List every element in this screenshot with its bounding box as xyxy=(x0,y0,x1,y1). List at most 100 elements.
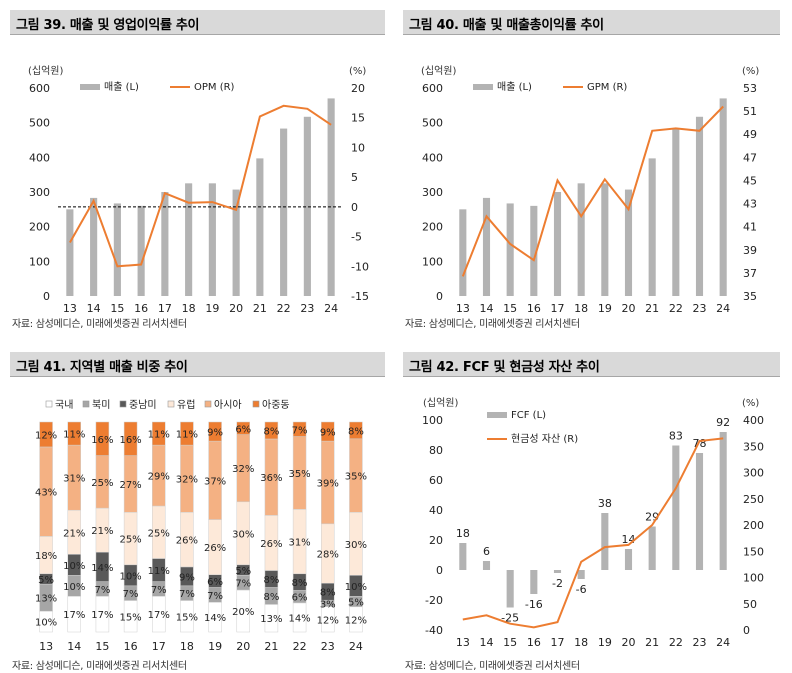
segment-data-label: 17% xyxy=(148,610,170,621)
x-tick-label: 15 xyxy=(503,636,517,649)
segment-data-label: 36% xyxy=(260,473,282,484)
chart-source: 자료: 삼성메디슨, 미래에셋증권 리서치센터 xyxy=(405,661,580,672)
x-tick-label: 24 xyxy=(716,302,730,315)
chart-title: 그림 41. 지역별 매출 비중 추이 xyxy=(16,360,188,375)
x-tick-label: 14 xyxy=(480,636,494,649)
bar-data-label: -16 xyxy=(525,598,543,611)
segment-data-label: 11% xyxy=(176,430,198,441)
bar xyxy=(113,203,121,296)
x-tick-label: 14 xyxy=(480,302,494,315)
left-tick-label: 0 xyxy=(436,564,443,577)
legend-label: 매출 (L) xyxy=(497,81,532,93)
stacked-bar-segment xyxy=(180,421,194,446)
segment-data-label: 11% xyxy=(148,430,170,441)
left-tick-label: 20 xyxy=(429,534,443,547)
right-tick-label: 51 xyxy=(743,105,757,118)
bar xyxy=(553,192,562,296)
left-tick-label: -20 xyxy=(425,594,443,607)
segment-data-label: 39% xyxy=(317,478,339,489)
x-tick-label: 15 xyxy=(110,302,124,315)
segment-data-label: 6% xyxy=(292,593,308,604)
right-tick-label: -15 xyxy=(351,290,369,303)
chart-title-bar: 그림 42. FCF 및 현금성 자산 추이 xyxy=(403,352,780,377)
x-tick-label: 20 xyxy=(229,302,243,315)
x-tick-label: 24 xyxy=(716,636,730,649)
bar xyxy=(459,543,467,570)
chart-title-bar: 그림 40. 매출 및 매출총이익률 추이 xyxy=(403,10,780,35)
bar xyxy=(695,453,704,570)
legend-label: 아시아 xyxy=(214,399,242,411)
right-tick-label: 41 xyxy=(743,221,757,234)
segment-data-label: 14% xyxy=(288,613,310,624)
bar-data-label: 38 xyxy=(598,497,612,510)
segment-data-label: 7% xyxy=(292,425,308,436)
series-line xyxy=(69,104,332,268)
segment-data-label: 6% xyxy=(235,424,251,435)
x-tick-label: 24 xyxy=(324,302,338,315)
legend-swatch xyxy=(119,400,127,408)
chart-title-bar: 그림 39. 매출 및 영업이익률 추이 xyxy=(10,10,385,35)
bar xyxy=(256,158,264,296)
right-axis-unit: (%) xyxy=(742,66,759,77)
right-tick-label: 50 xyxy=(743,598,757,611)
left-tick-label: 80 xyxy=(429,444,443,457)
bar xyxy=(648,526,656,570)
legend-label: 북미 xyxy=(92,399,110,411)
chart-title: 그림 39. 매출 및 영업이익률 추이 xyxy=(16,18,200,33)
segment-data-label: 43% xyxy=(35,488,57,499)
legend-label: 국내 xyxy=(55,399,73,411)
segment-data-label: 13% xyxy=(35,594,57,605)
legend-swatch xyxy=(167,400,175,408)
left-tick-label: 100 xyxy=(422,255,443,268)
right-tick-label: 300 xyxy=(743,467,764,480)
x-tick-label: 13 xyxy=(456,636,470,649)
segment-data-label: 32% xyxy=(176,475,198,486)
right-tick-label: 45 xyxy=(743,174,757,187)
bar xyxy=(601,513,609,570)
bar xyxy=(459,209,467,296)
bar xyxy=(208,183,216,296)
segment-data-label: 26% xyxy=(204,543,226,554)
right-axis-unit: (%) xyxy=(349,66,366,77)
x-tick-label: 18 xyxy=(182,302,196,315)
bar xyxy=(530,570,538,594)
segment-data-label: 10% xyxy=(35,618,57,629)
x-tick-label: 15 xyxy=(503,302,517,315)
x-tick-label: 23 xyxy=(300,302,314,315)
segment-data-label: 8% xyxy=(263,575,279,586)
bar xyxy=(624,189,633,296)
right-tick-label: 20 xyxy=(351,82,365,95)
segment-data-label: 5% xyxy=(38,575,54,586)
right-axis-unit: (%) xyxy=(742,398,759,409)
x-tick-label: 23 xyxy=(693,636,707,649)
segment-data-label: 12% xyxy=(317,615,339,626)
segment-data-label: 7% xyxy=(123,589,139,600)
segment-data-label: 20% xyxy=(232,607,254,618)
stacked-bar-segment xyxy=(292,421,307,437)
segment-data-label: 10% xyxy=(345,582,367,593)
legend-label: 매출 (L) xyxy=(104,81,139,93)
left-tick-label: 0 xyxy=(436,290,443,303)
left-tick-label: 300 xyxy=(29,186,50,199)
x-tick-label: 23 xyxy=(321,640,335,653)
chart-40: (십억원) (%) 0 100 200 300 400 500 600 35 37 39 41 43 45 4… xyxy=(421,65,759,315)
x-tick-label: 19 xyxy=(208,640,222,653)
segment-data-label: 7% xyxy=(235,579,251,590)
x-tick-label: 13 xyxy=(63,302,77,315)
x-tick-label: 24 xyxy=(349,640,363,653)
x-tick-label: 22 xyxy=(669,636,683,649)
left-tick-label: 40 xyxy=(429,504,443,517)
bar xyxy=(553,570,562,573)
stacked-bar-segment xyxy=(152,421,166,446)
segment-data-label: 3% xyxy=(320,599,336,610)
x-tick-label: 20 xyxy=(236,640,250,653)
bar xyxy=(482,197,491,296)
segment-data-label: 16% xyxy=(119,435,141,446)
bar xyxy=(624,549,633,570)
segment-data-label: 35% xyxy=(288,469,310,480)
bar xyxy=(530,205,538,296)
segment-data-label: 9% xyxy=(320,428,336,439)
bar-data-label: -2 xyxy=(552,577,563,590)
x-tick-label: 19 xyxy=(598,302,612,315)
chart-title: 그림 40. 매출 및 매출총이익률 추이 xyxy=(409,18,604,33)
